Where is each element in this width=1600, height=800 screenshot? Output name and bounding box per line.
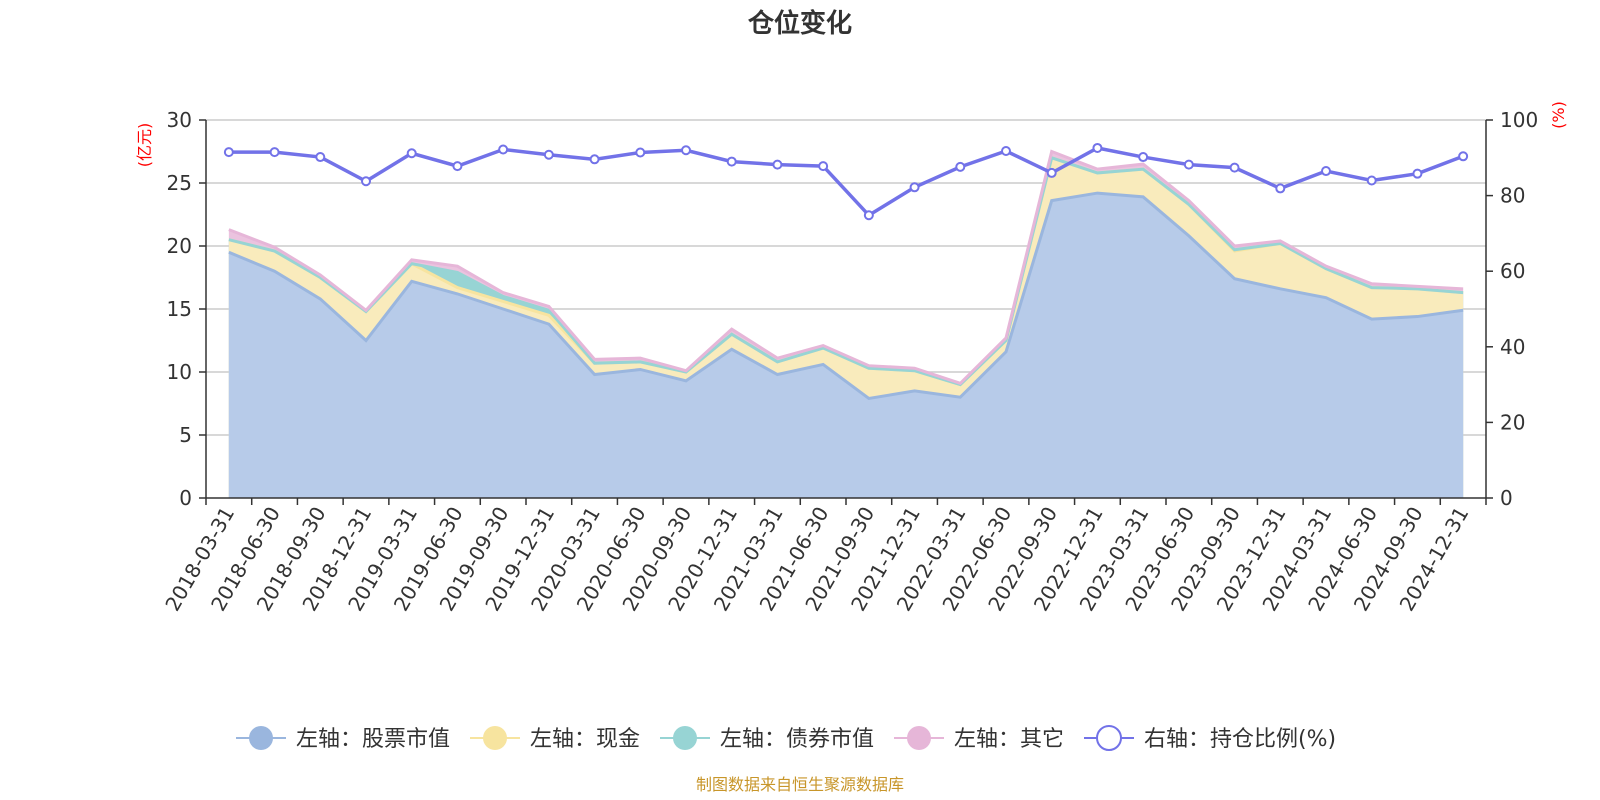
legend-label: 右轴：持仓比例(%) — [1144, 727, 1336, 752]
right-axis-unit: (%) — [1549, 101, 1568, 129]
left-axis-tick-label: 15 — [167, 297, 192, 321]
legend-marker — [249, 726, 273, 750]
left-axis-tick-label: 25 — [167, 171, 192, 195]
left-axis-unit: (亿元) — [135, 123, 154, 168]
legend-marker — [907, 726, 931, 750]
ratio-point — [452, 161, 463, 172]
ratio-point — [1046, 167, 1057, 178]
ratio-point — [1229, 162, 1240, 173]
data-source-footer: 制图数据来自恒生聚源数据库 — [696, 775, 904, 794]
right-axis-tick-label: 60 — [1500, 259, 1525, 283]
legend-marker — [673, 726, 697, 750]
stacked-areas — [228, 149, 1464, 499]
ratio-point — [223, 147, 234, 158]
legend-marker — [1096, 725, 1122, 751]
ratio-point — [726, 156, 737, 167]
ratio-point — [498, 144, 509, 155]
ratio-point — [315, 152, 326, 163]
area-左轴：股票市值 — [228, 193, 1464, 498]
ratio-point — [1458, 151, 1469, 162]
left-axis-tick-label: 30 — [167, 108, 192, 132]
left-axis-tick-label: 5 — [179, 423, 192, 447]
ratio-point — [909, 182, 920, 193]
ratio-point — [1412, 168, 1423, 179]
area-line-左轴：股票市值 — [228, 191, 1464, 401]
ratio-point — [818, 161, 829, 172]
ratio-point — [1092, 142, 1103, 153]
ratio-point — [1138, 152, 1149, 163]
right-axis-tick-label: 0 — [1500, 486, 1513, 510]
right-axis-tick-label: 20 — [1500, 410, 1525, 434]
legend-label: 左轴：债券市值 — [720, 727, 874, 752]
left-axis-tick-label: 0 — [179, 486, 192, 510]
ratio-line — [228, 146, 1464, 218]
ratio-point — [406, 148, 417, 159]
ratio-point — [772, 159, 783, 170]
legend-label: 左轴：其它 — [954, 727, 1064, 752]
legend-label: 左轴：现金 — [530, 727, 640, 752]
ratio-point — [1366, 175, 1377, 186]
legend: 左轴：股票市值 左轴：现金 左轴：债券市值 左轴：其它 右轴：持仓比例(%) — [236, 725, 1336, 752]
ratio-point — [863, 210, 874, 221]
chart-title: 仓位变化 — [747, 8, 852, 39]
left-axis-tick-label: 10 — [167, 360, 192, 384]
left-axis-tick-label: 20 — [167, 234, 192, 258]
ratio-point — [361, 176, 371, 187]
position-ratio-line — [223, 142, 1469, 221]
area-line-左轴：债券市值 — [228, 155, 1464, 387]
right-axis-tick-label: 80 — [1500, 184, 1525, 208]
right-axis-tick-label: 100 — [1500, 108, 1538, 132]
ratio-point — [635, 147, 646, 158]
legend-label: 左轴：股票市值 — [296, 727, 450, 752]
ratio-point — [1001, 145, 1011, 156]
ratio-point — [589, 154, 600, 165]
ratio-point — [1183, 159, 1194, 170]
ratio-point — [1275, 183, 1286, 194]
area-line-左轴：其它 — [228, 149, 1464, 386]
ratio-point — [955, 161, 966, 172]
ratio-point — [681, 145, 691, 156]
legend-marker — [483, 726, 507, 750]
ratio-point — [269, 147, 280, 158]
ratio-point — [543, 149, 554, 160]
ratio-point — [1321, 166, 1331, 177]
right-axis-tick-label: 40 — [1500, 335, 1525, 359]
